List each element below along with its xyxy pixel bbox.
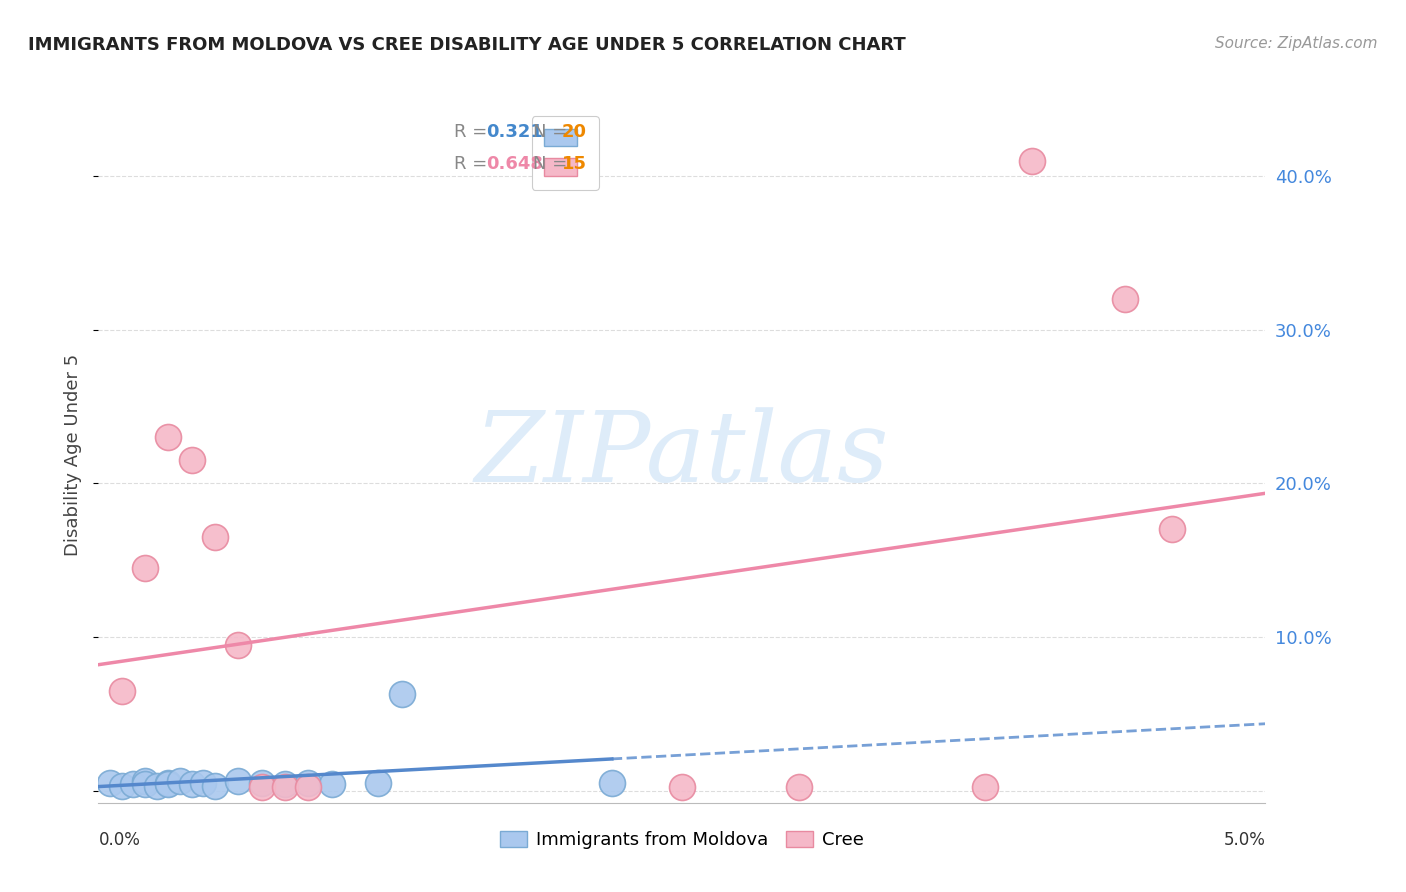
- Text: 5.0%: 5.0%: [1223, 830, 1265, 848]
- Point: [671, 780, 693, 795]
- Point: [180, 777, 202, 791]
- Point: [274, 780, 297, 795]
- Text: N =: N =: [533, 123, 572, 141]
- Point: [134, 777, 156, 791]
- Y-axis label: Disability Age Under 5: Disability Age Under 5: [65, 354, 83, 556]
- Text: Source: ZipAtlas.com: Source: ZipAtlas.com: [1215, 36, 1378, 51]
- Text: R =: R =: [454, 123, 494, 141]
- Point: [204, 779, 226, 793]
- Point: [157, 776, 180, 790]
- Point: [391, 687, 413, 701]
- Point: [1114, 292, 1136, 306]
- Point: [228, 638, 250, 652]
- Text: 0.0%: 0.0%: [98, 830, 141, 848]
- Point: [134, 774, 156, 789]
- Point: [204, 530, 226, 544]
- Point: [250, 780, 273, 795]
- Point: [111, 779, 134, 793]
- Point: [1161, 523, 1184, 537]
- Point: [321, 777, 343, 791]
- Text: 20: 20: [562, 123, 586, 141]
- Point: [134, 561, 156, 575]
- Point: [1021, 153, 1043, 168]
- Text: 0.648: 0.648: [486, 155, 543, 173]
- Point: [169, 774, 191, 789]
- Text: 15: 15: [562, 155, 586, 173]
- Point: [157, 430, 180, 444]
- Point: [146, 779, 169, 793]
- Point: [297, 776, 319, 790]
- Point: [98, 776, 121, 790]
- Point: [122, 777, 145, 791]
- Point: [180, 453, 202, 467]
- Point: [974, 780, 997, 795]
- Text: 0.321: 0.321: [486, 123, 543, 141]
- Text: R =: R =: [454, 155, 494, 173]
- Point: [787, 780, 810, 795]
- Legend: Immigrants from Moldova, Cree: Immigrants from Moldova, Cree: [492, 823, 872, 856]
- Point: [111, 683, 134, 698]
- Point: [274, 777, 297, 791]
- Point: [600, 776, 623, 790]
- Point: [193, 776, 215, 790]
- Point: [157, 777, 180, 791]
- Point: [297, 780, 319, 795]
- Text: IMMIGRANTS FROM MOLDOVA VS CREE DISABILITY AGE UNDER 5 CORRELATION CHART: IMMIGRANTS FROM MOLDOVA VS CREE DISABILI…: [28, 36, 905, 54]
- Text: N =: N =: [533, 155, 572, 173]
- Point: [228, 774, 250, 789]
- Text: ZIPatlas: ZIPatlas: [475, 408, 889, 502]
- Point: [367, 776, 389, 790]
- Point: [250, 776, 273, 790]
